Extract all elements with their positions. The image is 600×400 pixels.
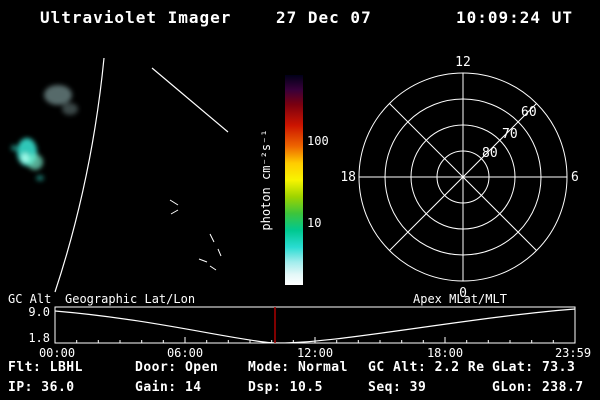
status-glat: GLat: 73.3 [492, 360, 576, 375]
mlt-label-0: 0 [459, 286, 467, 301]
status-ip: IP: 36.0 [8, 380, 75, 395]
x-tick-1800: 18:00 [427, 346, 463, 360]
minor-ticks [76, 340, 554, 343]
plot-title-left: Geographic Lat/Lon [65, 292, 195, 306]
polar-grid: 12 0 18 6 60 70 80 [340, 55, 579, 301]
mlat-label-80: 80 [482, 146, 498, 161]
time-display: 10:09:24 UT [456, 8, 573, 27]
status-gc-alt: GC Alt: 2.2 Re [368, 360, 485, 375]
status-glon: GLon: 238.7 [492, 380, 584, 395]
y-axis-label: GC Alt [8, 292, 51, 306]
mlat-label-60: 60 [521, 105, 537, 120]
colorbar-unit-label: photon cm⁻²s⁻¹ [259, 129, 273, 231]
status-flt: Flt: LBHL [8, 360, 83, 375]
image-artifact-marks [169, 199, 222, 271]
colorbar-tick-10: 10 [307, 216, 322, 230]
altitude-curve [54, 308, 576, 344]
plot-title-right: Apex MLat/MLT [413, 292, 507, 306]
status-gain: Gain: 14 [135, 380, 202, 395]
status-dsp: Dsp: 10.5 [248, 380, 323, 395]
mlt-label-12: 12 [455, 55, 471, 70]
intensity-colorbar [285, 75, 303, 285]
earth-limb-arc [54, 57, 105, 293]
app-title: Ultraviolet Imager [40, 8, 232, 27]
x-tick-0600: 06:00 [167, 346, 203, 360]
altitude-plot: GC Alt 9.0 1.8 Geographic Lat/Lon Apex M… [8, 292, 591, 360]
y-tick-top: 9.0 [28, 305, 50, 319]
mlat-label-70: 70 [502, 127, 518, 142]
status-mode: Mode: Normal [248, 360, 348, 375]
x-tick-2359: 23:59 [555, 346, 591, 360]
x-tick-1200: 12:00 [297, 346, 333, 360]
aurora-emission [11, 85, 78, 181]
status-door: Door: Open [135, 360, 219, 375]
mlt-label-6: 6 [571, 170, 579, 185]
terminator-line [151, 67, 229, 133]
mlt-label-18: 18 [340, 170, 356, 185]
polar-grid-lines [358, 72, 568, 282]
sky-image [11, 57, 229, 293]
y-tick-bottom: 1.8 [28, 331, 50, 345]
x-tick-0000: 00:00 [39, 346, 75, 360]
status-seq: Seq: 39 [368, 380, 427, 395]
major-ticks [184, 337, 446, 343]
colorbar-tick-100: 100 [307, 134, 329, 148]
date-display: 27 Dec 07 [276, 8, 372, 27]
